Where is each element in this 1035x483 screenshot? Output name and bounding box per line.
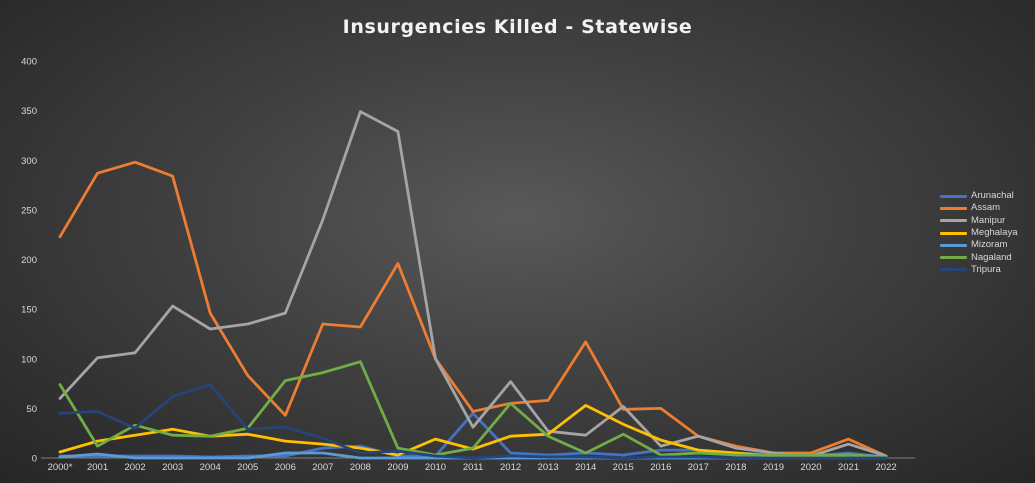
legend: Arunachal Assam Manipur Meghalaya Mizoram Nag… <box>940 190 1017 276</box>
x-tick-label: 2010 <box>425 462 446 473</box>
series-line-nagaland <box>58 360 888 459</box>
legend-item: Arunachal <box>940 190 1017 202</box>
legend-item: Nagaland <box>940 251 1017 263</box>
series-line-tripura <box>58 383 888 460</box>
legend-item: Mizoram <box>940 239 1017 251</box>
x-tick-label: 2017 <box>688 462 709 473</box>
x-tick-label: 2014 <box>575 462 596 473</box>
x-tick-label: 2007 <box>312 462 333 473</box>
legend-item: Meghalaya <box>940 227 1017 239</box>
x-tick-label: 2013 <box>538 462 559 473</box>
x-tick-label: 2021 <box>838 462 859 473</box>
y-tick-label: 350 <box>21 106 37 117</box>
legend-swatch <box>940 219 967 223</box>
x-tick-label: 2008 <box>350 462 371 473</box>
x-tick-label: 2002 <box>125 462 146 473</box>
x-tick-label: 2012 <box>500 462 521 473</box>
x-tick-label: 2022 <box>876 462 897 473</box>
series-line-assam <box>58 160 888 458</box>
legend-label: Mizoram <box>971 239 1008 251</box>
x-tick-label: 2019 <box>763 462 784 473</box>
legend-item: Manipur <box>940 215 1017 227</box>
legend-swatch <box>940 256 967 260</box>
x-tick-label: 2011 <box>463 462 483 473</box>
legend-item: Assam <box>940 202 1017 214</box>
y-tick-label: 400 <box>21 57 37 68</box>
legend-swatch <box>940 243 967 247</box>
x-tick-label: 2015 <box>613 462 634 473</box>
x-tick-label: 2005 <box>237 462 258 473</box>
x-tick-label: 2018 <box>725 462 746 473</box>
y-tick-label: 50 <box>26 404 37 415</box>
x-tick-label: 2016 <box>650 462 671 473</box>
legend-swatch <box>940 206 967 210</box>
y-tick-label: 0 <box>32 454 37 465</box>
x-tick-label: 2003 <box>162 462 183 473</box>
legend-item: Tripura <box>940 264 1017 276</box>
y-tick-label: 250 <box>21 205 37 216</box>
y-tick-label: 100 <box>21 354 37 365</box>
x-tick-label: 2000* <box>48 462 73 473</box>
y-tick-label: 300 <box>21 156 37 167</box>
legend-label: Tripura <box>971 263 1001 275</box>
x-tick-label: 2004 <box>200 462 221 473</box>
legend-label: Meghalaya <box>971 227 1018 239</box>
chart-title: Insurgencies Killed - Statewise <box>342 16 693 38</box>
x-tick-label: 2020 <box>800 462 821 473</box>
legend-label: Assam <box>971 202 1001 214</box>
legend-label: Nagaland <box>971 251 1012 263</box>
y-tick-label: 150 <box>21 305 37 316</box>
series-line-manipur <box>58 110 888 458</box>
y-tick-label: 200 <box>21 255 37 266</box>
x-tick-label: 2001 <box>87 462 108 473</box>
x-tick-label: 2006 <box>275 462 296 473</box>
legend-swatch <box>940 268 967 272</box>
legend-label: Manipur <box>971 214 1006 226</box>
legend-swatch <box>940 231 967 235</box>
x-tick-label: 2009 <box>387 462 408 473</box>
legend-swatch <box>940 194 967 198</box>
legend-label: Arunachal <box>971 190 1014 202</box>
